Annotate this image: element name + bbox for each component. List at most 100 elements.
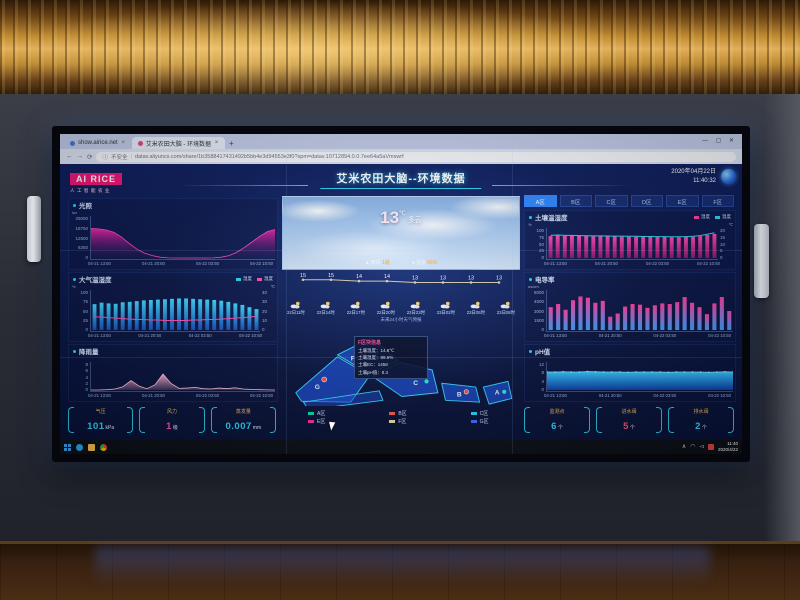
- legend-label: G区: [479, 419, 489, 425]
- window-controls[interactable]: — ▢ ✕: [701, 138, 737, 144]
- partly-cloudy-icon: [471, 301, 480, 309]
- legend-label: C区: [479, 411, 489, 417]
- tooltip-rows: 土壤温度：14.8℃ 土壤湿度：89.6% 土壤EC：1458 土壤pH值：8.3: [358, 347, 424, 376]
- x-tick: 04-22 03:50: [653, 393, 677, 398]
- logo-badge: AI RICE: [70, 173, 123, 185]
- tab-close-icon[interactable]: ×: [121, 140, 125, 146]
- y-tick: 25000: [75, 216, 88, 221]
- tab-close-icon[interactable]: ×: [214, 140, 219, 146]
- edge-icon[interactable]: [76, 443, 83, 451]
- zone-tab[interactable]: C区: [595, 195, 628, 207]
- svg-text:14: 14: [384, 274, 390, 280]
- block-info-tooltip: F区块信息 土壤温度：14.8℃ 土壤湿度：89.6% 土壤EC：1458 土壤pH值…: [354, 336, 428, 379]
- x-axis: 04-21 13:50 04-21 20:50 04-22 03:50 04-22 1…: [69, 332, 277, 341]
- folder-icon[interactable]: [88, 443, 95, 451]
- new-tab-button[interactable]: +: [229, 139, 234, 148]
- browser-tab-dashboard[interactable]: 艾米农田大脑 - 环境数据 ×: [131, 137, 226, 149]
- y-axis-unit: %: [72, 284, 76, 289]
- start-button[interactable]: [64, 443, 71, 451]
- y-tick: 6: [85, 368, 88, 374]
- field-block-b[interactable]: [441, 382, 481, 403]
- info-icon[interactable]: ⓘ: [102, 154, 108, 161]
- zone-tab[interactable]: A区: [524, 195, 557, 207]
- map-legend-item: C区: [470, 410, 544, 417]
- left-stat-row: 气压 101kPa 风力 1级 蒸发量 0.007mm: [68, 406, 277, 434]
- marker-pin-g[interactable]: [321, 376, 327, 383]
- dashboard-favicon: [137, 140, 143, 146]
- y-axis: 100 75 50 25 0: [527, 228, 546, 260]
- y-tick: 18750: [75, 225, 88, 231]
- tray-app-icon[interactable]: [707, 444, 714, 450]
- legend-label: A区: [317, 411, 326, 417]
- legend-swatch: [308, 411, 314, 416]
- forecast-line-chart: 15 15 14 14 13 13 13 13: [289, 271, 513, 301]
- stat-unit: 个: [629, 425, 635, 431]
- y-axis: 25000 18750 12500 6250 0: [71, 216, 90, 260]
- panel-title: 土壤温湿度: [535, 215, 568, 222]
- site-favicon: [70, 140, 75, 146]
- stat-box: 蒸发量 0.007mm: [210, 406, 277, 434]
- field-block-g[interactable]: [295, 356, 371, 403]
- y-tick: 4: [541, 378, 544, 384]
- humidity-label: 湿度: [415, 260, 426, 266]
- y-axis: 6000 4500 3000 1500 0: [527, 290, 546, 332]
- tray-expand-icon[interactable]: ∧: [681, 444, 687, 450]
- x-tick: 04-22 10:50: [708, 393, 731, 398]
- stat-label: 风力: [166, 409, 177, 415]
- stat-unit: 个: [557, 425, 563, 431]
- y-tick: 100: [536, 228, 544, 233]
- legend-swatch: [470, 411, 477, 416]
- zone-tab[interactable]: B区: [559, 195, 592, 207]
- browser-tab-site[interactable]: show.airice.net ×: [64, 137, 132, 149]
- forecast-time: 23日08时: [496, 310, 515, 315]
- y-tick: 75: [538, 234, 544, 240]
- marker-pin-b[interactable]: [463, 389, 469, 395]
- y-tick: 12: [538, 362, 544, 367]
- chrome-icon[interactable]: [100, 443, 107, 451]
- marker-dot-a[interactable]: [502, 389, 507, 394]
- forecast-time: 22日17时: [346, 310, 365, 315]
- url-field[interactable]: ⓘ 不安全 | datav.aliyuncs.com/share/1b35884…: [96, 151, 736, 162]
- tab-label: show.airice.net: [78, 140, 118, 146]
- map-legend-item: G区: [470, 418, 544, 425]
- network-icon[interactable]: ◠: [690, 444, 696, 450]
- zone-tab[interactable]: D区: [630, 195, 663, 207]
- forecast-time: 23日05时: [466, 310, 485, 315]
- legend-swatch: [470, 419, 477, 424]
- volume-icon[interactable]: ◅: [699, 444, 704, 450]
- y-tick: 1500: [533, 317, 544, 323]
- forecast-item: 22日23时: [407, 301, 425, 316]
- field-block-a[interactable]: [482, 380, 513, 405]
- y-axis: 100 75 50 25 0: [71, 290, 90, 332]
- x-axis: 04-21 13:50 04-21 20:50 04-22 03:50 04-22 1…: [525, 260, 735, 269]
- y-tick: 0: [85, 327, 88, 332]
- block-label-g: G: [315, 384, 320, 391]
- stat-unit: kPa: [105, 425, 115, 431]
- stat-box: 气压 101kPa: [68, 406, 134, 434]
- forward-icon[interactable]: →: [76, 153, 84, 160]
- y-tick: 20: [720, 228, 726, 233]
- y-tick: 40: [262, 290, 268, 295]
- refresh-icon[interactable]: ⟳: [87, 153, 93, 161]
- zone-tab[interactable]: F区: [701, 195, 734, 207]
- forecast-item: 23日08时: [497, 301, 515, 316]
- y-axis-right: 40 30 20 10 0: [260, 290, 275, 332]
- stat-unit: 个: [701, 425, 707, 431]
- windows-taskbar: ∧ ◠ ◅ 11:40 2020/4/22: [60, 440, 742, 454]
- x-tick: 04-22 03:50: [196, 393, 219, 398]
- forecast-item: 22日20时: [377, 301, 395, 316]
- tooltip-row: 土壤pH值：8.3: [358, 369, 389, 375]
- x-axis: 04-21 13:50 04-21 20:50 04-22 03:50 04-22 1…: [69, 392, 277, 401]
- tooltip-row: 土壤EC：1458: [358, 362, 388, 368]
- brand-logo: AI RICE 人工智能农业: [70, 169, 123, 194]
- zone-tab[interactable]: E区: [666, 195, 699, 207]
- y-tick: 50: [82, 308, 88, 314]
- partly-cloudy-icon: [320, 301, 330, 309]
- clock[interactable]: 11:40 2020/4/22: [718, 441, 738, 453]
- marker-dot-c[interactable]: [424, 379, 429, 384]
- chart-legend: 湿度 温度: [694, 214, 731, 220]
- back-icon[interactable]: ←: [66, 153, 73, 160]
- stat-box: 排水阀 2个: [668, 406, 734, 434]
- stat-value: 1: [166, 421, 172, 432]
- legend-label: B区: [398, 411, 407, 417]
